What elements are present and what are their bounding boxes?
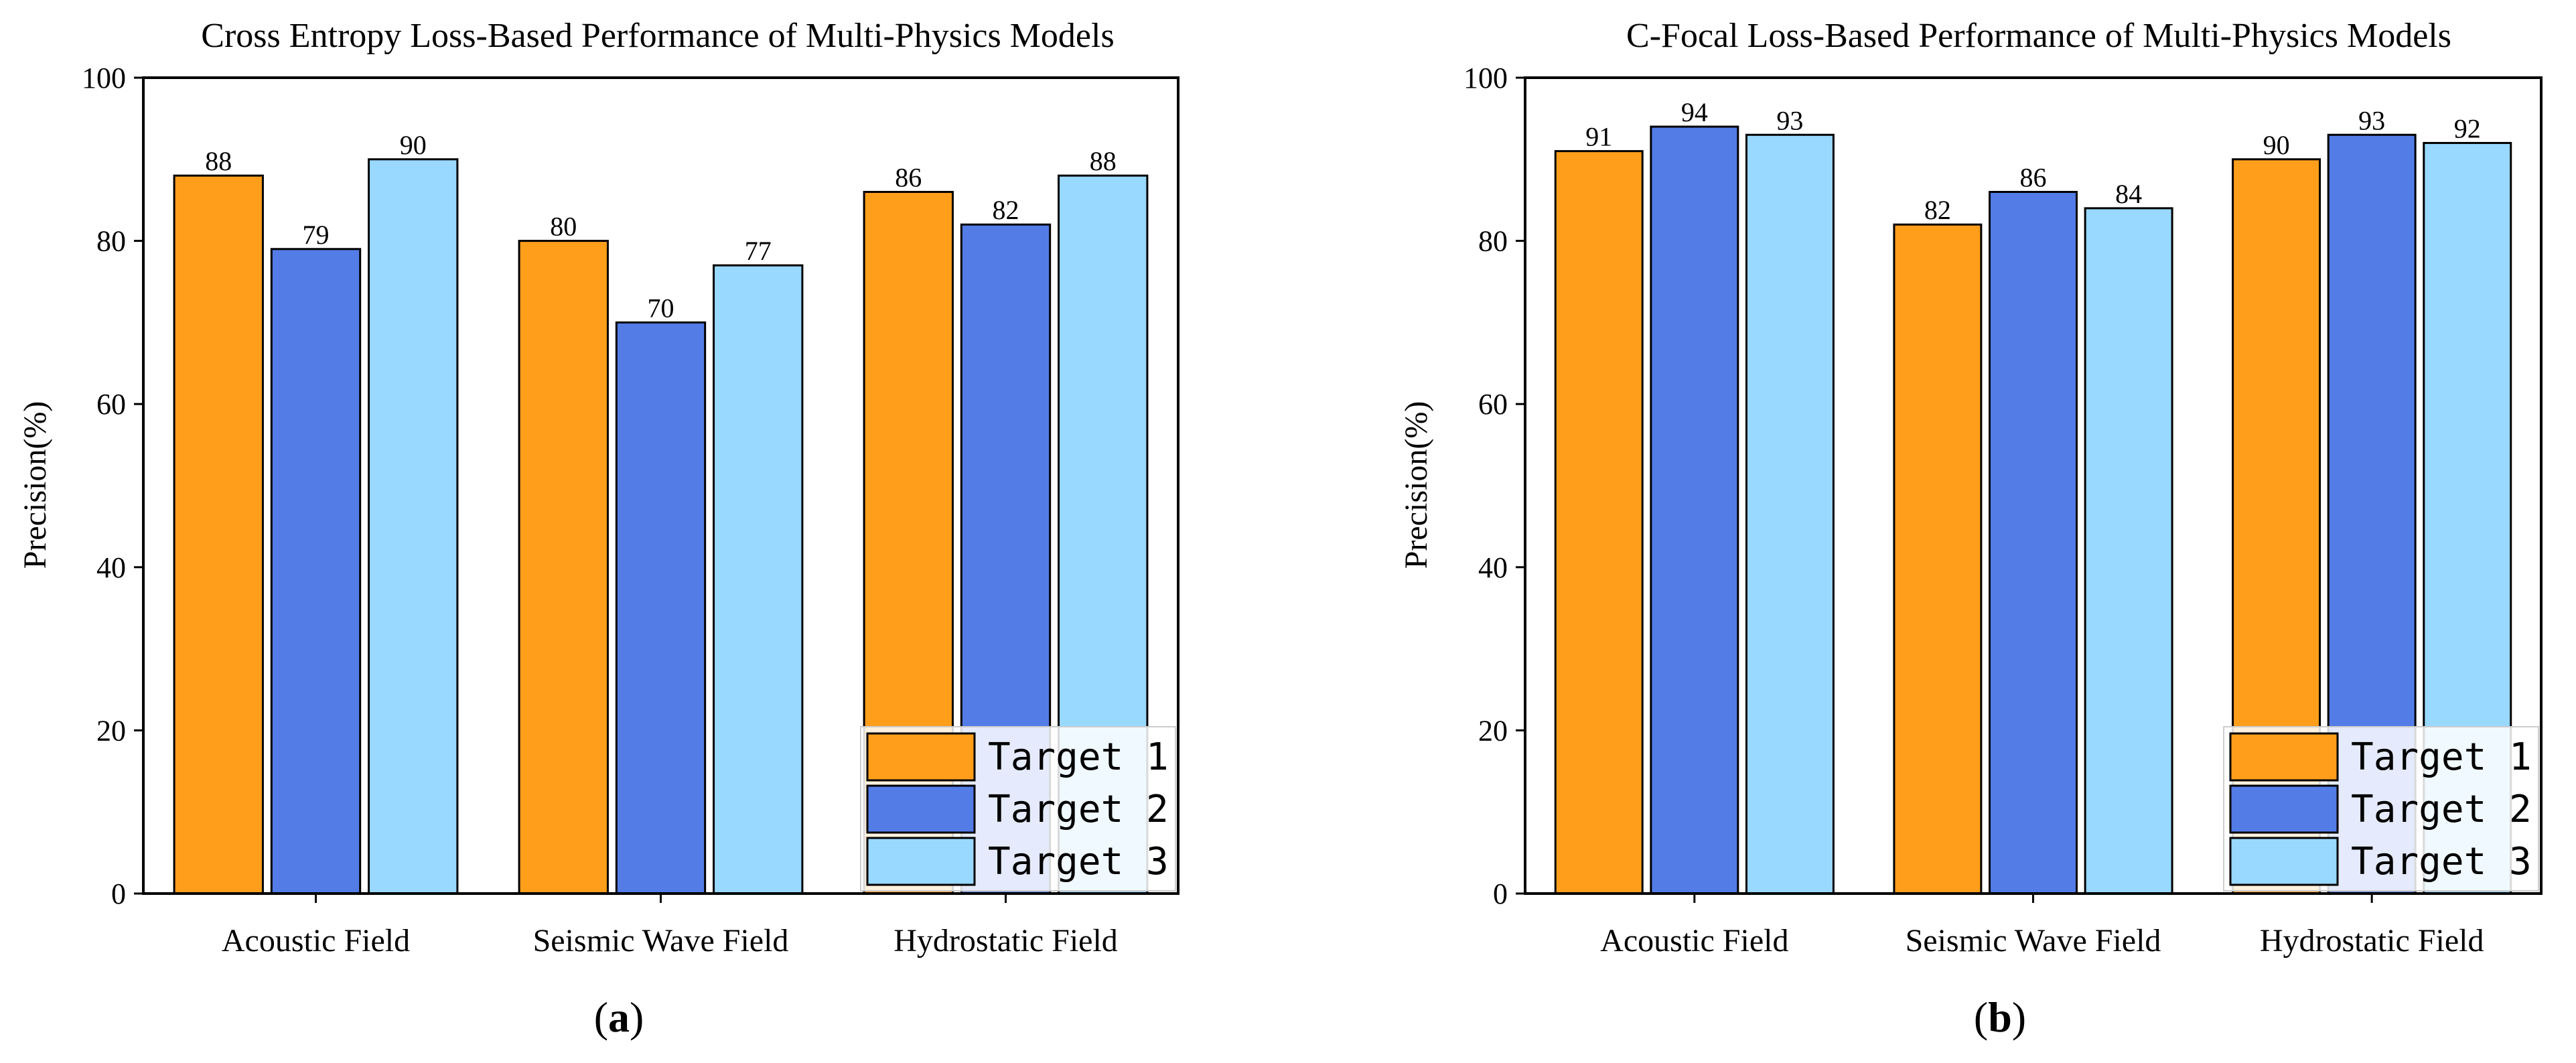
y-tick-label: 60: [1478, 388, 1508, 421]
bar-value-label: 80: [550, 212, 577, 242]
legend-label: Target 2: [2351, 788, 2532, 831]
bar-value-label: 90: [400, 130, 427, 160]
bar: [518, 240, 609, 895]
bar-value-label: 77: [745, 236, 772, 266]
legend-swatch: [866, 784, 976, 834]
x-tick-label: Acoustic Field: [1600, 923, 1788, 959]
x-tick-label: Acoustic Field: [222, 923, 410, 959]
bar-value-label: 82: [993, 195, 1019, 225]
y-tick-label: 0: [111, 877, 126, 910]
bar: [368, 158, 459, 895]
bar-value-label: 94: [1681, 97, 1708, 127]
legend-swatch: [866, 837, 976, 886]
bar-value-label: 82: [1924, 195, 1951, 225]
plot-frame: [1524, 76, 2543, 895]
bar: [1893, 223, 1983, 895]
plot-frame: [142, 76, 1179, 895]
bar-value-label: 93: [2358, 105, 2385, 135]
y-tick-label: 80: [96, 225, 126, 258]
bar-value-label: 90: [2263, 130, 2290, 160]
bar: [270, 248, 362, 895]
bar-value-label: 91: [1585, 122, 1612, 152]
x-tick-label: Seismic Wave Field: [1906, 923, 2161, 959]
bar-value-label: 93: [1776, 105, 1803, 135]
legend-swatch: [2229, 837, 2339, 886]
bar: [2084, 207, 2173, 895]
y-tick-label: 40: [1478, 551, 1508, 584]
y-tick-label: 60: [96, 388, 126, 421]
y-tick-label: 100: [1463, 62, 1508, 94]
y-tick-label: 20: [96, 714, 126, 747]
chart-a-plot-area: 0 20 40 60 80 100 88 79 90 Acoustic Field 80 70 77 Se…: [82, 62, 1179, 959]
legend-label: Target 3: [988, 840, 1169, 883]
legend-label: Target 1: [988, 735, 1169, 779]
bar-value-label: 70: [648, 293, 674, 323]
bar-value-label: 92: [2454, 113, 2481, 143]
chart-a-title: Cross Entropy Loss-Based Performance of …: [201, 17, 1114, 55]
chart-b-title: C-Focal Loss-Based Performance of Multi-…: [1626, 17, 2451, 55]
y-tick-label: 100: [82, 62, 126, 94]
bar: [615, 321, 707, 895]
legend-label: Target 3: [2351, 840, 2532, 883]
bar: [173, 174, 264, 895]
bar-value-label: 84: [2115, 179, 2142, 209]
bar-value-label: 88: [205, 146, 232, 176]
bar: [1989, 191, 2078, 895]
bar-value-label: 86: [895, 163, 922, 193]
y-tick-label: 0: [1493, 877, 1508, 910]
chart-b-panel-label: (b): [1974, 993, 2026, 1041]
chart-a-panel-label: (a): [594, 993, 644, 1041]
y-tick-label: 80: [1478, 225, 1508, 258]
x-tick-label: Hydrostatic Field: [893, 923, 1118, 959]
chart-b: C-Focal Loss-Based Performance of Multi-…: [1399, 17, 2543, 1041]
chart-a: Cross Entropy Loss-Based Performance of …: [17, 17, 1179, 1041]
legend-label: Target 1: [2351, 735, 2532, 779]
x-tick-label: Hydrostatic Field: [2260, 923, 2484, 959]
bar-value-label: 86: [2020, 163, 2047, 193]
bar: [1554, 150, 1644, 895]
bar: [1650, 125, 1739, 895]
x-tick-label: Seismic Wave Field: [533, 923, 789, 959]
chart-b-plot-area: 0 20 40 60 80 100 91 94 93 Acoustic Field 82 86 84 Se…: [1463, 62, 2543, 959]
chart-a-y-axis-label: Precision(%): [17, 401, 53, 569]
legend-swatch: [2229, 732, 2339, 782]
legend-swatch: [2229, 784, 2339, 834]
bar-value-label: 88: [1090, 146, 1117, 176]
bar-value-label: 79: [303, 220, 330, 250]
legend-swatch: [866, 732, 976, 782]
y-tick-label: 40: [96, 551, 126, 584]
legend-label: Target 2: [988, 788, 1169, 831]
y-tick-label: 20: [1478, 714, 1508, 747]
chart-b-y-axis-label: Precision(%): [1399, 401, 1434, 569]
bar: [713, 264, 804, 895]
bar: [1745, 133, 1835, 895]
